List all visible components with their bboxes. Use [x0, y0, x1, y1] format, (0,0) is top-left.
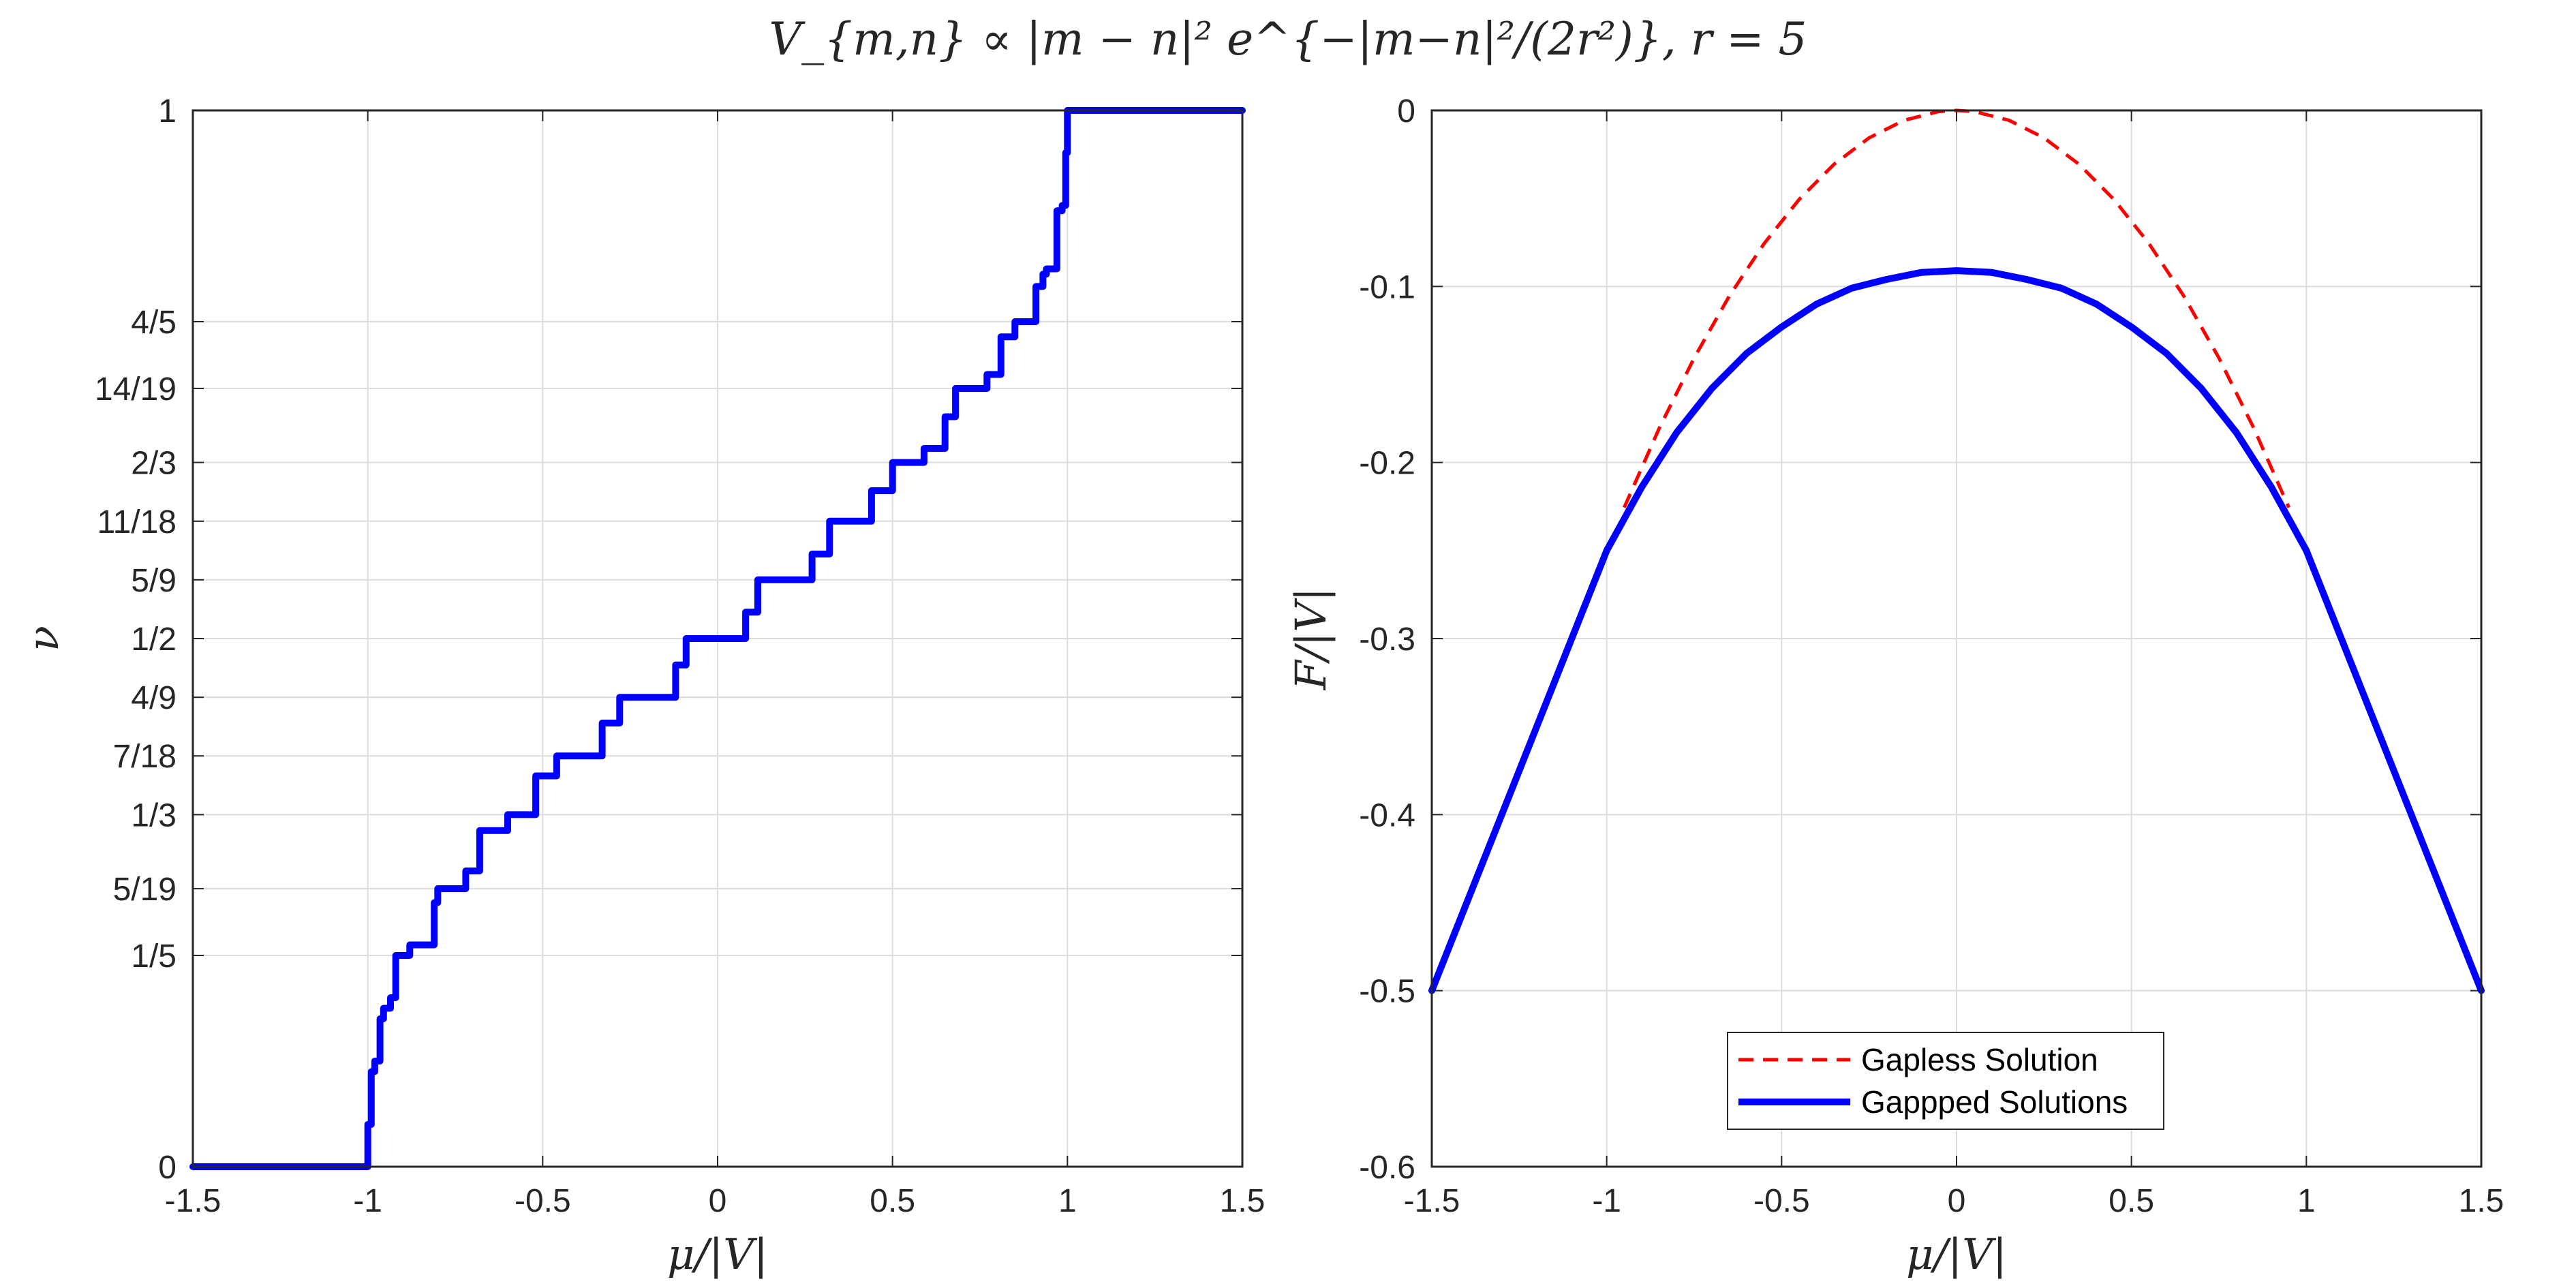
x-tick-label-0: -1.5: [165, 1183, 221, 1219]
y-tick-label-5: 4/9: [131, 680, 177, 716]
x-tick-label-5: 1: [2297, 1183, 2316, 1219]
free-energy-plot: -1.5 -1 -0.5 0 0.5 1 1.5 -0.6 -0.5 -0.4 -0.3 -0.2 -0…: [1286, 93, 2504, 1279]
y-axis-label: ν: [18, 626, 68, 651]
x-tick-label-1: -1: [353, 1183, 382, 1219]
x-tick-label-4: 0.5: [870, 1183, 915, 1219]
x-tick-label-3: 0: [1948, 1183, 1966, 1219]
y-tick-label-3: 1/3: [131, 797, 177, 833]
x-tick-label-5: 1: [1058, 1183, 1077, 1219]
y-tick-label-4: -0.2: [1359, 446, 1415, 482]
y-tick-label-4: 7/18: [113, 739, 177, 775]
series-line-0: [189, 107, 1246, 1170]
x-tick-label-0: -1.5: [1404, 1183, 1460, 1219]
series-line-1: [1428, 267, 2485, 994]
y-axis-label: F/|V|: [1286, 587, 1336, 690]
y-tick-label-2: -0.4: [1359, 797, 1415, 833]
y-tick-label-3: -0.3: [1359, 622, 1415, 658]
x-tick-label-2: -0.5: [515, 1183, 571, 1219]
y-tick-label-11: 4/5: [131, 305, 177, 341]
x-tick-label-3: 0: [709, 1183, 727, 1219]
step-plot-nu: -1.5 -1 -0.5 0 0.5 1 1.5 0 1/5 5/19 1/3 7/18 4/9 1/2 5…: [18, 93, 1265, 1279]
y-tick-label-0: -0.6: [1359, 1150, 1415, 1186]
axes-box: [1430, 109, 2483, 1168]
axes-box: [191, 109, 1244, 1168]
y-tick-label-6: 1/2: [131, 622, 177, 658]
legend-box: [1727, 1032, 2164, 1130]
figure-title: V_{m,n} ∝ |m − n|² e^{−|m−n|²/(2r²)}, r …: [769, 13, 1807, 65]
y-tick-label-1: -0.5: [1359, 974, 1415, 1010]
y-tick-label-8: 11/18: [97, 504, 177, 540]
y-tick-label-12: 1: [158, 93, 177, 129]
x-tick-label-6: 1.5: [1220, 1183, 1266, 1219]
y-tick-label-7: 5/9: [131, 563, 177, 599]
x-tick-label-4: 0.5: [2109, 1183, 2154, 1219]
legend-label-0: Gapless Solution: [1861, 1042, 2098, 1077]
legend-label-1: Gappped Solutions: [1861, 1084, 2128, 1120]
x-axis-label: μ/|V|: [667, 1229, 768, 1279]
y-tick-label-9: 2/3: [131, 446, 177, 482]
y-tick-label-1: 1/5: [131, 938, 177, 975]
y-tick-label-5: -0.1: [1359, 269, 1415, 305]
y-tick-label-10: 14/19: [95, 371, 177, 408]
y-tick-label-0: 0: [158, 1150, 177, 1186]
x-tick-label-6: 1.5: [2459, 1183, 2504, 1219]
x-axis-label: μ/|V|: [1906, 1229, 2007, 1279]
x-tick-label-1: -1: [1592, 1183, 1621, 1219]
y-tick-label-6: 0: [1397, 93, 1415, 129]
y-tick-label-2: 5/19: [113, 872, 177, 908]
x-tick-label-2: -0.5: [1753, 1183, 1810, 1219]
